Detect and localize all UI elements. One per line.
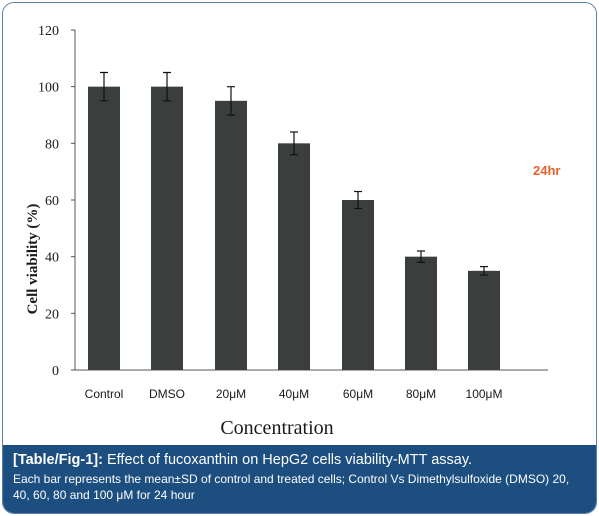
y-tick-label: 0 [52,364,59,379]
bar [215,100,247,370]
y-axis-label: Cell viability (%) [25,204,41,315]
y-tick-label: 60 [45,194,59,209]
caption-tag: [Table/Fig-1]: [13,452,103,468]
y-tick-label: 80 [45,137,59,152]
chart-area: 0 20 40 60 80 100 120 Control DMSO 20μM 40μM 60μM 80… [3,3,596,445]
y-tick-label: 40 [45,251,59,266]
x-tick-label: Control [85,387,124,401]
bar [278,143,310,370]
y-tick-label: 20 [45,307,59,322]
x-tick-label: 60μM [343,387,373,401]
x-tick-label: DMSO [149,387,185,401]
bar-chart: 0 20 40 60 80 100 120 Control DMSO 20μM 40μM 60μM 80… [25,24,560,439]
caption-title: Effect of fucoxanthin on HepG2 cells via… [106,452,473,468]
x-tick-label: 80μM [406,387,436,401]
y-tick-label: 100 [38,81,59,96]
y-tick-label: 120 [38,24,59,39]
x-tick-label: 100μM [466,387,503,401]
figure-caption: [Table/Fig-1]: Effect of fucoxanthin on … [3,445,596,513]
bar [151,86,183,371]
x-tick-label: 40μM [279,387,309,401]
caption-description: Each bar represents the mean±SD of contr… [13,472,570,502]
x-tick-label: 20μM [216,387,246,401]
time-annotation: 24hr [533,163,560,178]
bar [342,200,374,370]
caption-title-line: [Table/Fig-1]: Effect of fucoxanthin on … [13,451,586,469]
x-axis-label: Concentration [220,417,333,439]
bar [88,86,120,371]
bar [468,270,500,370]
bar [405,256,437,370]
